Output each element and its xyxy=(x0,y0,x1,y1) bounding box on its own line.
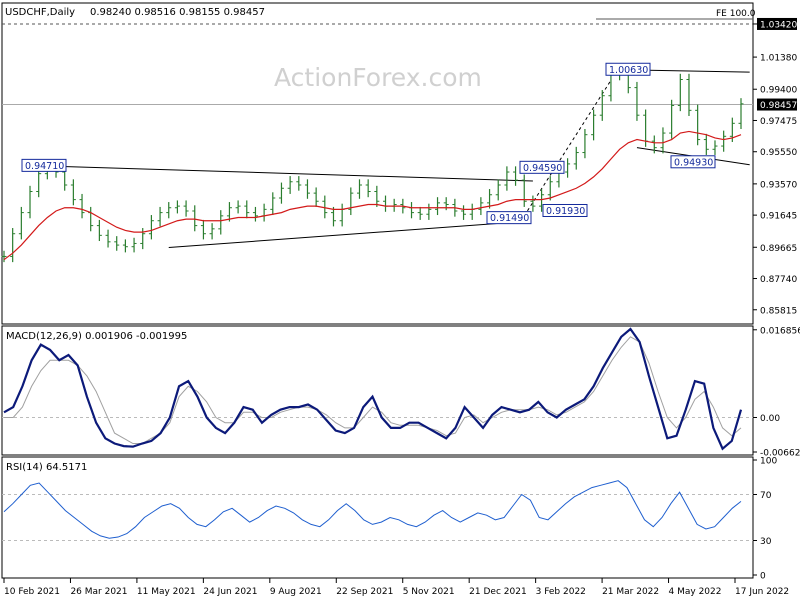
trendline xyxy=(29,165,533,182)
x-tick-label: 22 Sep 2021 xyxy=(336,587,393,597)
macd-tick-label: 0.016856 xyxy=(760,326,800,336)
level-annotation-label: 1.00630 xyxy=(609,65,648,76)
macd-tick-label: 0.00 xyxy=(760,414,780,424)
level-annotation-label: 0.91490 xyxy=(490,213,529,224)
rsi-layer xyxy=(2,480,753,541)
macd-line xyxy=(3,327,743,451)
level-annotation-label: 0.91930 xyxy=(546,206,585,217)
x-tick-label: 9 Aug 2021 xyxy=(270,587,322,597)
x-tick-label: 11 May 2021 xyxy=(137,587,196,597)
rsi-panel-frame xyxy=(1,456,754,579)
fe-level-box xyxy=(757,17,797,30)
macd-title: MACD(12,26,9) 0.001906 -0.001995 xyxy=(6,331,187,342)
x-tick-label: 21 Dec 2021 xyxy=(469,587,527,597)
x-tick-label: 24 Jun 2021 xyxy=(203,587,257,597)
rsi-tick-label: 0 xyxy=(760,572,766,582)
price-tick-label: 0.87740 xyxy=(760,275,797,285)
macd-layer xyxy=(2,327,753,451)
level-annotation-label: 0.94710 xyxy=(25,161,64,172)
price-tick-label: 1.01380 xyxy=(760,54,797,64)
symbol-label: USDCHF,Daily xyxy=(5,7,75,18)
ohlc-label: 0.98240 0.98516 0.98155 0.98457 xyxy=(90,7,265,18)
level-annotation-box xyxy=(519,160,565,174)
macd-panel-frame xyxy=(1,325,754,456)
price-tick-label: 0.85815 xyxy=(760,306,797,316)
x-tick-label: 5 Nov 2021 xyxy=(403,587,455,597)
rsi-tick-label: 100 xyxy=(760,457,777,467)
price-tick-label: 0.95550 xyxy=(760,148,797,158)
rsi-title: RSI(14) 64.5171 xyxy=(6,462,87,473)
x-tick-label: 10 Feb 2021 xyxy=(4,587,60,597)
price-tick-label: 0.99400 xyxy=(760,86,797,96)
x-tick-label: 26 Mar 2021 xyxy=(70,587,127,597)
x-tick-label: 21 Mar 2022 xyxy=(602,587,659,597)
fe-100-label: FE 100.0 xyxy=(716,9,756,19)
axis-layer: 1.03420 1.01380 0.99400 0.97475 0.95550 0.935… xyxy=(3,17,800,597)
current-price-label: 0.98457 xyxy=(760,101,797,111)
level-annotation-box xyxy=(21,158,67,172)
x-tick-label: 17 Jun 2022 xyxy=(735,587,789,597)
level-annotation-box xyxy=(670,155,716,169)
trendline xyxy=(523,80,612,217)
level-annotation-label: 0.94590 xyxy=(523,163,562,174)
level-annotation-box xyxy=(605,62,651,76)
price-tick-label: 0.93570 xyxy=(760,180,797,190)
rsi-line xyxy=(3,480,742,539)
price-tick-label: 0.91645 xyxy=(760,212,797,222)
trendline xyxy=(168,221,525,249)
macd-tick-label: -0.006629 xyxy=(760,448,800,458)
price-tick-label: 0.97475 xyxy=(760,117,797,127)
rsi-tick-label: 70 xyxy=(760,491,772,501)
watermark: ActionForex.com xyxy=(274,63,482,92)
level-annotation-box xyxy=(486,211,532,225)
price-tick-label: 0.89665 xyxy=(760,244,797,254)
price-panel-frame xyxy=(1,2,754,325)
price-layer: 0.94710 0.91490 0.91930 0.94590 1.00630 0.949… xyxy=(1,23,753,263)
rsi-tick-label: 30 xyxy=(760,537,772,547)
moving-average-line xyxy=(3,130,742,261)
x-tick-label: 4 May 2022 xyxy=(669,587,722,597)
level-annotation-label: 0.94930 xyxy=(674,157,713,168)
level-annotation-box xyxy=(542,203,588,217)
x-tick-label: 3 Feb 2022 xyxy=(536,587,586,597)
macd-signal-line xyxy=(4,336,742,445)
current-price-box xyxy=(757,98,797,111)
price-tick-label: 1.03420 xyxy=(760,20,797,30)
